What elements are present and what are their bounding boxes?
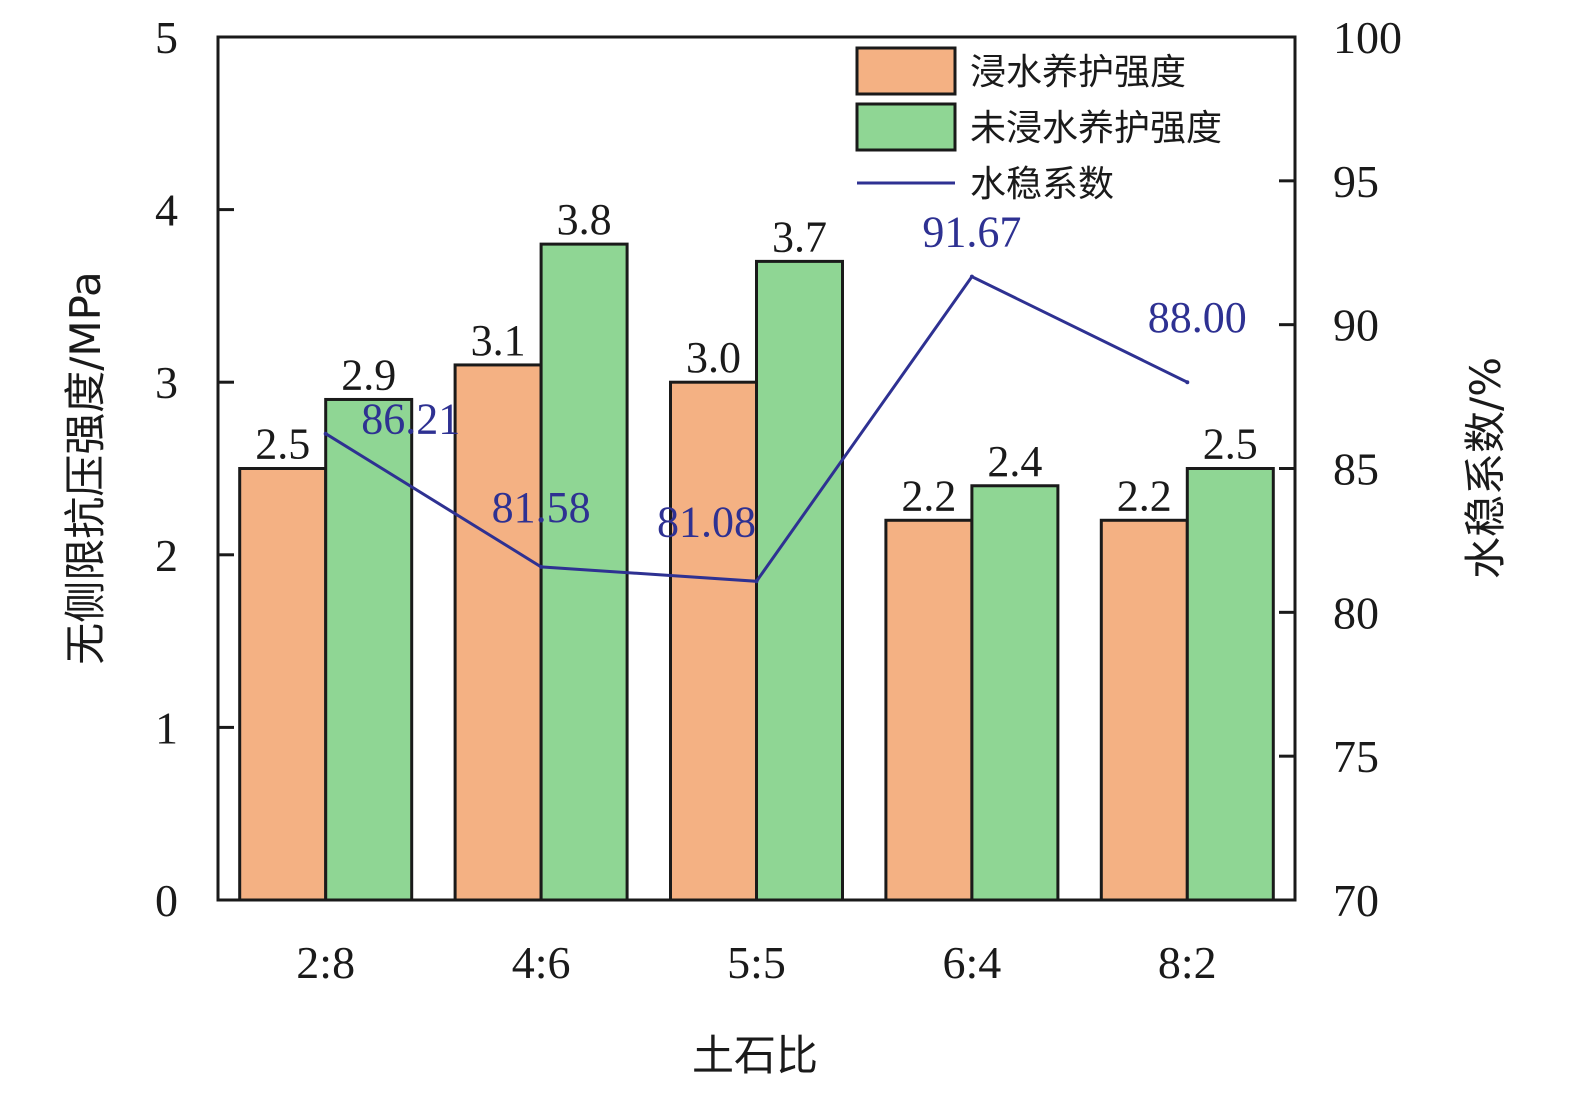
bar-1-2 <box>755 259 844 902</box>
stability-point-4 <box>1185 380 1190 385</box>
y2-axis-title: 水稳系数/% <box>1461 357 1510 579</box>
bar-0-2 <box>669 380 758 902</box>
stability-point-2 <box>754 579 759 584</box>
y2-tick-label-4: 90 <box>1333 300 1379 351</box>
labels-layer: 2.5 3.1 3.0 2.2 2.2 2.9 3.8 3.7 2.4 2.5 86.21 81.58… <box>255 195 1258 546</box>
bar-value-label-1-1: 3.8 <box>557 195 612 244</box>
stability-point-3 <box>969 274 974 279</box>
y2-tick-label-6: 100 <box>1333 12 1402 63</box>
y-axis-title: 无侧限抗压强度/MPa <box>61 271 110 665</box>
y-tick-label-3: 3 <box>155 357 178 408</box>
bar-value-label-0-4: 2.2 <box>1117 471 1172 520</box>
x-tick-label-0: 2:8 <box>296 937 355 988</box>
legend-swatch-unsoaked <box>855 102 957 152</box>
x-tick-label-4: 8:2 <box>1158 937 1217 988</box>
legend-label-soaked: 浸水养护强度 <box>970 52 1186 93</box>
bar-value-label-1-3: 2.4 <box>987 437 1042 486</box>
bar-1-0 <box>324 397 414 902</box>
legend-swatch-soaked <box>855 46 957 96</box>
x-tick-label-2: 5:5 <box>727 937 786 988</box>
x-axis-title: 土石比 <box>692 1031 818 1080</box>
bar-1-4 <box>1185 467 1275 902</box>
bar-value-label-0-1: 3.1 <box>471 316 526 365</box>
bar-value-label-0-2: 3.0 <box>686 333 741 382</box>
legend-label-stability: 水稳系数 <box>970 164 1114 205</box>
y-tick-label-0: 0 <box>155 875 178 926</box>
y2-tick-label-0: 70 <box>1333 875 1379 926</box>
bar-0-3 <box>884 518 974 902</box>
y2-tick-label-5: 95 <box>1333 156 1379 207</box>
bars-layer <box>238 242 1275 902</box>
bar-value-label-0-3: 2.2 <box>901 471 956 520</box>
stability-value-label-4: 88.00 <box>1148 293 1247 342</box>
y2-tick-label-1: 75 <box>1333 731 1379 782</box>
bar-0-1 <box>453 363 543 902</box>
x-tick-label-1: 4:6 <box>512 937 571 988</box>
bar-value-label-0-0: 2.5 <box>255 420 310 469</box>
legend-label-unsoaked: 未浸水养护强度 <box>970 108 1222 149</box>
stability-point-0 <box>323 431 328 436</box>
bar-0-0 <box>238 467 328 902</box>
y-tick-label-1: 1 <box>155 702 178 753</box>
stability-value-label-2: 81.08 <box>657 497 756 546</box>
stability-value-label-1: 81.58 <box>492 483 591 532</box>
x-tick-label-3: 6:4 <box>943 937 1002 988</box>
ticks-layer: 0 1 2 3 4 5 70 75 80 85 90 95 100 2:8 4:6 5:5 6:4 8:2 <box>155 12 1402 988</box>
y-tick-label-2: 2 <box>155 530 178 581</box>
legend: 浸水养护强度 未浸水养护强度 水稳系数 <box>855 46 1222 205</box>
y2-tick-label-2: 80 <box>1333 587 1379 638</box>
bar-value-label-1-0: 2.9 <box>341 350 396 399</box>
y2-tick-label-3: 85 <box>1333 444 1379 495</box>
y-tick-label-5: 5 <box>155 12 178 63</box>
bar-value-label-1-2: 3.7 <box>772 212 827 261</box>
stability-value-label-0: 86.21 <box>361 395 460 444</box>
bar-value-label-1-4: 2.5 <box>1203 420 1258 469</box>
stability-point-1 <box>539 564 544 569</box>
line-layer <box>323 274 1190 584</box>
stability-value-label-3: 91.67 <box>922 208 1021 257</box>
bar-1-3 <box>970 484 1060 902</box>
y-tick-label-4: 4 <box>155 185 178 236</box>
bar-0-4 <box>1099 518 1189 902</box>
